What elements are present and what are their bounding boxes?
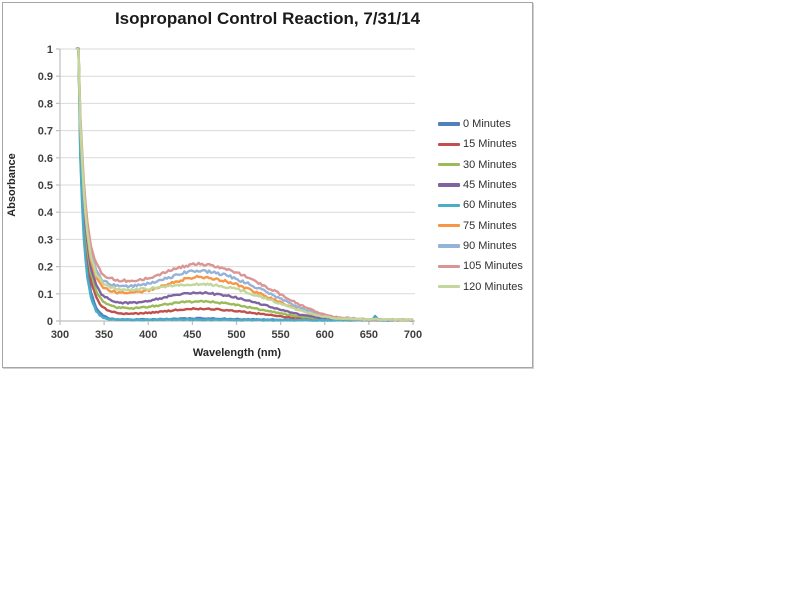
legend-swatch xyxy=(438,284,460,289)
y-tick-label: 0.1 xyxy=(38,289,53,301)
x-tick-label: 700 xyxy=(404,329,422,341)
legend-item-30-minutes: 30 Minutes xyxy=(438,155,523,175)
y-tick-label: 0.6 xyxy=(38,153,53,165)
y-tick-label: 0.7 xyxy=(38,126,53,138)
series-line-30-minutes xyxy=(75,47,414,322)
series-line-45-minutes xyxy=(75,47,414,322)
legend-item-60-minutes: 60 Minutes xyxy=(438,195,523,215)
legend-label: 120 Minutes xyxy=(463,280,523,293)
tick-labels: 0 0.1 0.2 0.3 0.4 0.5 0.6 0.7 0.8 0.9 1 300 350 400 45… xyxy=(38,44,422,341)
legend-swatch xyxy=(438,142,460,147)
legend-item-15-minutes: 15 Minutes xyxy=(438,134,523,154)
x-tick-label: 450 xyxy=(183,329,201,341)
y-tick-label: 0.3 xyxy=(38,234,53,246)
series-line-75-minutes xyxy=(75,47,414,322)
x-tick-label: 400 xyxy=(139,329,157,341)
y-tick-label: 0.2 xyxy=(38,262,53,274)
legend-label: 90 Minutes xyxy=(463,239,517,252)
chart-title: Isopropanol Control Reaction, 7/31/14 xyxy=(114,9,421,28)
legend-swatch xyxy=(438,264,460,268)
legend-label: 45 Minutes xyxy=(463,179,517,192)
plot-area: 0 0.1 0.2 0.3 0.4 0.5 0.6 0.7 0.8 0.9 1 300 350 400 45… xyxy=(6,44,422,359)
x-tick-label: 650 xyxy=(360,329,378,341)
legend-item-90-minutes: 90 Minutes xyxy=(438,236,523,256)
y-axis-title: Absorbance xyxy=(6,153,18,217)
legend-item-0-minutes: 0 Minutes xyxy=(438,114,523,134)
legend-label: 105 Minutes xyxy=(463,260,523,273)
x-axis-title: Wavelength (nm) xyxy=(193,347,282,359)
y-tick-label: 0.8 xyxy=(38,98,53,110)
legend-label: 60 Minutes xyxy=(463,199,517,212)
x-tick-label: 300 xyxy=(51,329,69,341)
y-tick-label: 0.5 xyxy=(38,180,53,192)
x-tick-label: 600 xyxy=(316,329,334,341)
y-tick-label: 0.4 xyxy=(38,207,54,219)
legend-swatch xyxy=(438,223,460,228)
legend-item-120-minutes: 120 Minutes xyxy=(438,276,523,296)
y-tick-label: 0.9 xyxy=(38,71,53,83)
series-line-90-minutes xyxy=(75,47,414,322)
legend-item-75-minutes: 75 Minutes xyxy=(438,215,523,235)
legend-swatch xyxy=(438,244,460,248)
legend: 0 Minutes 15 Minutes 30 Minutes 45 Minutes 6… xyxy=(438,114,523,297)
y-tick-label: 1 xyxy=(47,44,53,56)
y-tick-label: 0 xyxy=(47,316,53,328)
legend-item-105-minutes: 105 Minutes xyxy=(438,256,523,276)
legend-label: 0 Minutes xyxy=(463,118,511,131)
series-line-120-minutes xyxy=(75,47,414,322)
legend-swatch xyxy=(438,183,460,187)
x-tick-label: 500 xyxy=(227,329,245,341)
legend-swatch xyxy=(438,203,460,208)
legend-label: 75 Minutes xyxy=(463,219,517,232)
x-tick-label: 350 xyxy=(95,329,113,341)
legend-label: 30 Minutes xyxy=(463,158,517,171)
legend-swatch xyxy=(438,122,460,126)
legend-item-45-minutes: 45 Minutes xyxy=(438,175,523,195)
series-line-105-minutes xyxy=(75,47,414,322)
gridlines xyxy=(60,48,415,295)
legend-label: 15 Minutes xyxy=(463,138,517,151)
x-tick-label: 550 xyxy=(271,329,289,341)
series-lines xyxy=(75,47,414,322)
legend-swatch xyxy=(438,163,460,167)
